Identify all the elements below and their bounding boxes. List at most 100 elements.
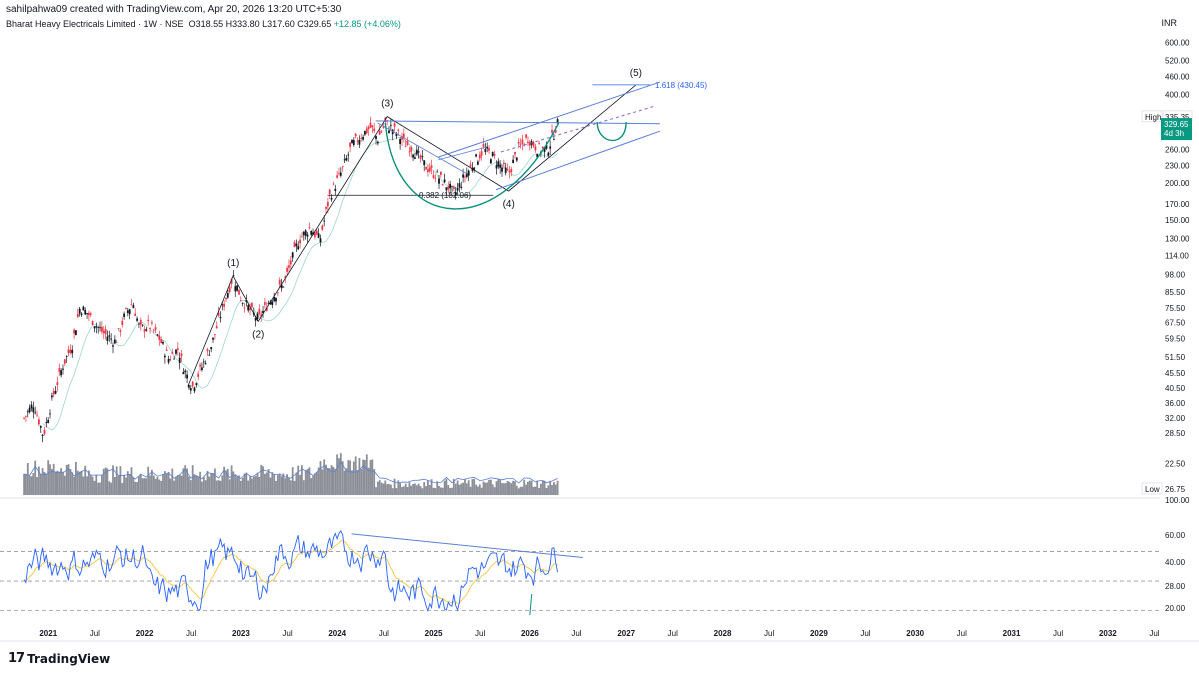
candle-body: [195, 383, 198, 385]
candle-body: [501, 167, 503, 172]
volume-bar: [406, 487, 409, 495]
volume-bar: [517, 488, 520, 495]
candle-body: [395, 133, 398, 137]
volume-bar: [393, 478, 396, 495]
wave-label: (5): [630, 68, 642, 79]
candle-body: [80, 313, 83, 316]
time-axis-tick: Jul: [1149, 629, 1159, 638]
volume-bar: [269, 477, 272, 495]
volume-bar: [302, 480, 305, 495]
currency-label: INR: [1161, 18, 1178, 28]
volume-bar: [319, 461, 322, 495]
candle-body: [532, 142, 535, 147]
price-axis-tick: 460.00: [1165, 72, 1190, 81]
price-axis-tick: 170.00: [1165, 200, 1190, 209]
resistance-line: [375, 120, 660, 125]
candle-body: [167, 358, 170, 363]
volume-bar: [440, 487, 442, 495]
volume-bar: [236, 476, 238, 495]
candle-body: [304, 230, 307, 236]
time-axis-tick: Jul: [379, 629, 389, 638]
volume-bar: [151, 469, 153, 495]
volume-bar: [114, 477, 116, 495]
volume-bar: [354, 456, 357, 495]
time-axis-tick: Jul: [860, 629, 870, 638]
candle-body: [323, 220, 326, 222]
volume-bar: [73, 476, 75, 495]
candle-body: [430, 165, 433, 168]
candle-body: [402, 133, 405, 138]
candle-body: [173, 358, 175, 360]
volume-bar: [401, 487, 403, 495]
volume-bar: [347, 460, 350, 495]
volume-bar: [238, 475, 240, 495]
candle-body: [102, 331, 105, 334]
volume-bar: [173, 480, 175, 495]
symbol-name[interactable]: Bharat Heavy Electricals Limited · 1W · …: [6, 19, 184, 29]
low-tag-label: Low: [1145, 485, 1160, 494]
candle-body: [534, 146, 537, 151]
candle-body: [189, 388, 192, 391]
volume-bar: [158, 479, 161, 495]
volume-bar: [473, 478, 476, 495]
low-tag-bg: [1141, 482, 1163, 495]
candle-body: [556, 119, 559, 124]
candle-body: [256, 313, 259, 319]
volume-bar: [454, 483, 457, 495]
volume-bar: [469, 486, 472, 495]
volume-bar: [78, 471, 81, 495]
volume-bar: [234, 474, 237, 495]
volume-bar: [267, 469, 270, 495]
candle-body: [328, 189, 331, 194]
candle-body: [241, 302, 244, 304]
candle-body: [49, 413, 51, 415]
time-axis-tick: Jul: [764, 629, 774, 638]
volume-bar: [482, 481, 485, 495]
candle-body: [212, 337, 214, 340]
volume-bar: [378, 480, 381, 495]
candle-body: [517, 142, 520, 144]
candle-body: [358, 140, 361, 145]
volume-bar: [336, 454, 338, 495]
volume-bar: [30, 476, 33, 495]
candle-body: [219, 316, 222, 319]
candle-body: [506, 169, 509, 170]
volume-bar: [436, 481, 439, 495]
volume-bar: [134, 481, 137, 495]
volume-bar: [410, 485, 413, 495]
volume-bar: [525, 484, 527, 495]
candle-body: [451, 185, 453, 187]
volume-bar: [343, 470, 346, 495]
volume-bar: [63, 475, 66, 495]
candle-body: [28, 407, 31, 413]
volume-bar: [288, 477, 290, 495]
candle-body: [351, 139, 353, 144]
volume-bar: [175, 476, 177, 495]
candle-body: [436, 171, 439, 173]
candle-body: [125, 307, 127, 309]
candle-body: [536, 154, 539, 158]
volume-bar: [258, 477, 261, 495]
candle-body: [538, 143, 540, 144]
candle-body: [312, 232, 314, 235]
candle-body: [339, 172, 342, 176]
rsi-axis-tick: 40.00: [1165, 558, 1186, 567]
candle-body: [467, 170, 470, 176]
candle-body: [69, 349, 72, 353]
candle-body: [425, 167, 427, 170]
volume-bar: [186, 468, 188, 495]
volume-bar: [534, 486, 537, 495]
candle-body: [89, 313, 92, 315]
volume-bar: [225, 470, 227, 495]
volume-bar: [477, 486, 479, 495]
candle-body: [282, 286, 285, 288]
candle-body: [182, 372, 185, 374]
time-axis-tick: 2025: [425, 629, 443, 638]
candle-body: [56, 382, 59, 385]
volume-bar: [419, 486, 422, 495]
candle-body: [332, 183, 335, 185]
volume-bar: [532, 486, 535, 495]
candle-body: [349, 142, 351, 147]
candle-body: [215, 326, 218, 329]
